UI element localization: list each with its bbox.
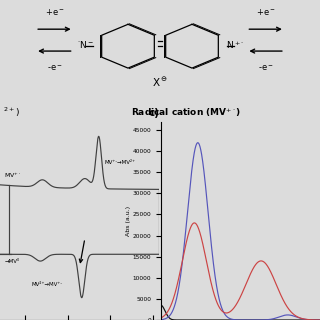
Text: MV$^{+\cdot}$: MV$^{+\cdot}$ [4, 171, 21, 180]
Text: -e$^-$: -e$^-$ [46, 63, 62, 73]
Text: Radical cation (MV$^{+\cdot}$): Radical cation (MV$^{+\cdot}$) [131, 107, 241, 119]
Text: MV⁺⋅→MV²⁺: MV⁺⋅→MV²⁺ [104, 160, 135, 165]
Text: $^{2+}$): $^{2+}$) [3, 106, 20, 119]
Text: →MV⁰: →MV⁰ [4, 259, 20, 264]
Text: MV²⁺→MV⁺⋅: MV²⁺→MV⁺⋅ [31, 282, 62, 287]
Text: +e$^-$: +e$^-$ [44, 7, 64, 17]
Text: -e$^-$: -e$^-$ [258, 63, 274, 73]
Y-axis label: Abs (a.u.): Abs (a.u.) [126, 206, 131, 236]
Text: $^{\cdot}$N$^-$: $^{\cdot}$N$^-$ [77, 39, 94, 51]
Text: N$^+$$^{\cdot}$: N$^+$$^{\cdot}$ [226, 39, 244, 51]
Text: +e$^-$: +e$^-$ [256, 7, 276, 17]
Text: c): c) [148, 108, 159, 118]
Text: X$^\ominus$: X$^\ominus$ [152, 76, 168, 89]
